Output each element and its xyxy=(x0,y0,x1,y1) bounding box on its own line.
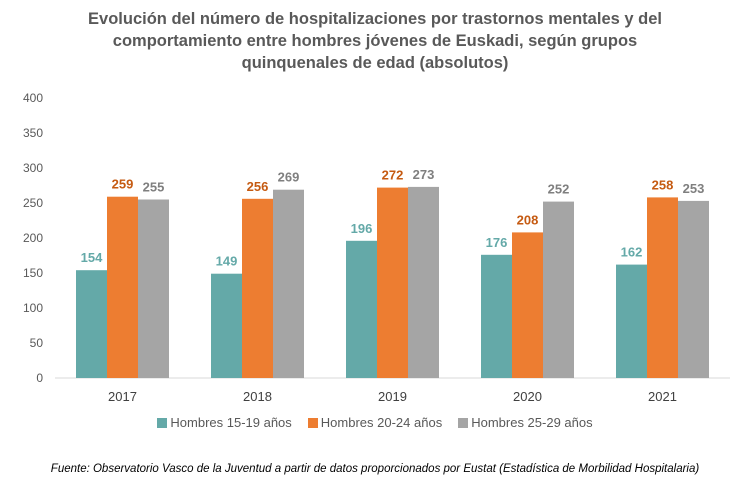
data-label: 259 xyxy=(112,177,134,192)
legend-item: Hombres 15-19 años xyxy=(157,415,292,430)
legend-swatch-teal xyxy=(157,417,168,428)
x-tick-label: 2019 xyxy=(378,389,407,404)
bar xyxy=(543,201,574,378)
legend-swatch-gray xyxy=(458,417,469,428)
legend-item: Hombres 25-29 años xyxy=(458,415,593,430)
data-label: 258 xyxy=(652,177,674,192)
data-label: 269 xyxy=(278,170,300,185)
chart-title: Evolución del número de hospitalizacione… xyxy=(0,8,750,74)
data-label: 196 xyxy=(351,221,373,236)
bar xyxy=(616,264,647,378)
data-label: 162 xyxy=(621,245,643,260)
legend-label: Hombres 20-24 años xyxy=(320,415,443,430)
bar xyxy=(242,198,273,378)
x-tick-label: 2021 xyxy=(648,389,677,404)
source-note: Fuente: Observatorio Vasco de la Juventu… xyxy=(50,463,700,475)
legend-label: Hombres 15-19 años xyxy=(170,415,292,430)
y-tick-label: 350 xyxy=(23,126,43,140)
data-label: 208 xyxy=(517,212,539,227)
chart-title-line: quinquenales de edad (absolutos) xyxy=(241,54,509,72)
y-tick-label: 150 xyxy=(23,266,43,280)
legend-label: Hombres 25-29 años xyxy=(471,415,593,430)
data-label: 273 xyxy=(413,167,435,182)
y-tick-label: 50 xyxy=(30,336,44,350)
chart-title-line: Evolución del número de hospitalizacione… xyxy=(88,10,662,28)
data-label: 255 xyxy=(143,180,165,195)
chart-title-line: comportamiento entre hombres jóvenes de … xyxy=(112,32,638,50)
data-label: 256 xyxy=(247,179,269,194)
legend-item: Hombres 20-24 años xyxy=(307,415,443,430)
y-tick-label: 250 xyxy=(23,196,43,210)
bar xyxy=(678,200,709,378)
legend-swatch-orange xyxy=(307,417,318,428)
bar-chart: 0 50 100 150 200 250 300 350 400 2017 154 259 255 201… xyxy=(23,91,730,404)
bar xyxy=(107,196,138,378)
bar xyxy=(408,186,439,378)
bar xyxy=(512,232,543,378)
y-tick-label: 400 xyxy=(23,91,43,105)
bar xyxy=(273,189,304,378)
legend: Hombres 15-19 años Hombres 20-24 años Ho… xyxy=(0,415,750,430)
data-label: 154 xyxy=(81,250,103,265)
x-tick-label: 2017 xyxy=(108,389,137,404)
bar xyxy=(377,187,408,378)
bar xyxy=(211,273,242,378)
bar xyxy=(76,270,107,378)
bar xyxy=(346,240,377,378)
data-label: 252 xyxy=(548,182,570,197)
y-tick-label: 0 xyxy=(36,371,43,385)
bar xyxy=(481,254,512,378)
data-label: 176 xyxy=(486,235,508,250)
y-tick-label: 300 xyxy=(23,161,43,175)
x-tick-label: 2020 xyxy=(513,389,542,404)
y-tick-label: 100 xyxy=(23,301,43,315)
x-tick-label: 2018 xyxy=(243,389,272,404)
data-label: 149 xyxy=(216,254,238,269)
bar xyxy=(647,197,678,378)
y-tick-label: 200 xyxy=(23,231,43,245)
bar xyxy=(138,199,169,378)
data-label: 253 xyxy=(683,181,705,196)
data-label: 272 xyxy=(382,168,404,183)
